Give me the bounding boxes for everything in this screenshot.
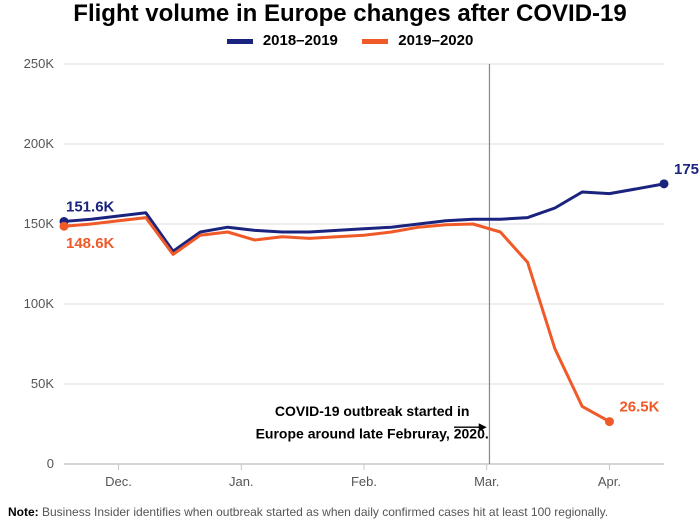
footnote: Note: Business Insider identifies when o… [8, 505, 608, 519]
svg-text:Dec.: Dec. [105, 474, 132, 489]
svg-text:50K: 50K [31, 376, 54, 391]
svg-text:200K: 200K [24, 136, 55, 151]
chart-svg: 0 50K 100K 150K 200K 250K Dec. Jan. Feb. Mar. Apr.… [0, 0, 700, 525]
svg-text:COVID-19 outbreak started in: COVID-19 outbreak started in [275, 403, 470, 419]
svg-text:Apr.: Apr. [598, 474, 621, 489]
svg-text:151.6K: 151.6K [66, 198, 115, 215]
svg-text:148.6K: 148.6K [66, 235, 115, 252]
svg-text:26.5K: 26.5K [619, 399, 659, 416]
svg-text:Europe around late Februray, 2: Europe around late Februray, 2020. [256, 425, 489, 441]
note-prefix: Note: [8, 505, 42, 519]
chart-container: Flight volume in Europe changes after CO… [0, 0, 700, 525]
svg-text:250K: 250K [24, 56, 55, 71]
svg-text:175.1K: 175.1K [674, 161, 700, 178]
note-text: Business Insider identifies when outbrea… [42, 505, 608, 519]
svg-text:100K: 100K [24, 296, 55, 311]
svg-text:Jan.: Jan. [229, 474, 254, 489]
svg-text:Mar.: Mar. [474, 474, 499, 489]
svg-text:0: 0 [47, 456, 54, 471]
svg-text:150K: 150K [24, 216, 55, 231]
svg-text:Feb.: Feb. [351, 474, 377, 489]
